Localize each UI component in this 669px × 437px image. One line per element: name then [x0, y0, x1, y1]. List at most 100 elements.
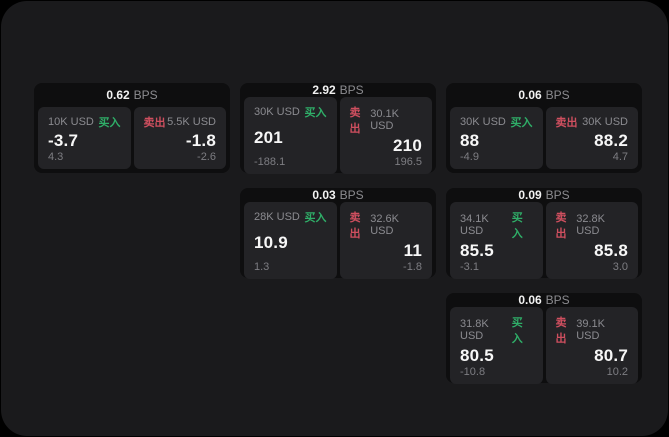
sell-price: -1.8	[185, 130, 216, 150]
buy-delta: -188.1	[254, 156, 286, 168]
buy-delta: 4.3	[48, 151, 64, 163]
spread-card: 2.92 BPS 30K USD 买入 201 -188.1 卖出 30.1K …	[240, 83, 436, 174]
card-header: 2.92 BPS	[240, 83, 436, 97]
card-header: 0.06 BPS	[446, 293, 642, 307]
buy-pane-header: 30K USD 买入	[460, 114, 533, 130]
buy-delta: 1.3	[254, 261, 270, 273]
buy-side-tag: 买入	[511, 212, 523, 240]
buy-price: 80.5	[460, 346, 494, 365]
buy-price: 10.9	[254, 233, 288, 252]
card-body: 30K USD 买入 88 -4.9 卖出 30K USD 88.2 4.7	[446, 107, 642, 173]
buy-delta: -3.1	[460, 261, 479, 273]
sell-pane[interactable]: 卖出 5.5K USD -1.8 -2.6	[133, 107, 226, 169]
sell-delta: 4.7	[612, 151, 628, 163]
sell-pane-header: 卖出 30K USD	[556, 114, 629, 130]
sell-size-label: 30K USD	[582, 116, 628, 128]
sell-size-label: 5.5K USD	[167, 116, 216, 128]
buy-pane-header: 34.1K USD 买入	[460, 209, 533, 241]
bps-value: 0.09	[518, 188, 542, 202]
buy-delta: -10.8	[460, 366, 486, 378]
buy-price: 85.5	[460, 241, 494, 260]
bps-value: 0.62	[106, 88, 130, 102]
sell-delta: -1.8	[403, 261, 422, 273]
sell-pane[interactable]: 卖出 39.1K USD 80.7 10.2	[545, 307, 638, 384]
buy-size-label: 34.1K USD	[460, 213, 489, 237]
buy-pane[interactable]: 34.1K USD 买入 85.5 -3.1	[450, 202, 543, 279]
sell-side-tag: 卖出	[555, 317, 567, 345]
sell-delta: 3.0	[612, 261, 628, 273]
buy-pane-header: 31.8K USD 买入	[460, 314, 533, 346]
buy-price: 201	[254, 128, 283, 147]
sell-pane-header: 卖出 5.5K USD	[144, 114, 217, 130]
sell-pane[interactable]: 卖出 32.6K USD 11 -1.8	[339, 202, 432, 279]
buy-size-label: 30K USD	[460, 116, 506, 128]
buy-size-label: 31.8K USD	[460, 318, 489, 342]
buy-side-tag: 买入	[510, 117, 533, 129]
buy-side-tag: 买入	[304, 212, 327, 224]
buy-pane[interactable]: 30K USD 买入 201 -188.1	[244, 97, 337, 174]
card-body: 28K USD 买入 10.9 1.3 卖出 32.6K USD 11 -1.8	[240, 202, 436, 283]
sell-pane[interactable]: 卖出 30.1K USD 210 196.5	[339, 97, 432, 174]
bps-unit-label: BPS	[339, 188, 364, 202]
buy-size-label: 30K USD	[254, 106, 300, 118]
sell-side-tag: 卖出	[349, 212, 361, 240]
bps-unit-label: BPS	[545, 188, 570, 202]
sell-pane-header: 卖出 32.8K USD	[556, 209, 629, 241]
sell-size-label: 32.8K USD	[576, 213, 605, 237]
sell-side-tag: 卖出	[555, 212, 567, 240]
sell-side-tag: 卖出	[349, 107, 361, 135]
buy-pane-header: 10K USD 买入	[48, 114, 121, 130]
card-body: 30K USD 买入 201 -188.1 卖出 30.1K USD 210 1…	[240, 97, 436, 178]
sell-pane-header: 卖出 30.1K USD	[350, 104, 423, 136]
bps-unit-label: BPS	[339, 83, 364, 97]
buy-pane[interactable]: 28K USD 买入 10.9 1.3	[244, 202, 337, 279]
bps-value: 0.06	[518, 293, 542, 307]
card-body: 34.1K USD 买入 85.5 -3.1 卖出 32.8K USD 85.8…	[446, 202, 642, 283]
buy-pane[interactable]: 10K USD 买入 -3.7 4.3	[38, 107, 131, 169]
spread-card: 0.62 BPS 10K USD 买入 -3.7 4.3 卖出 5.5K USD…	[34, 83, 230, 173]
sell-size-label: 39.1K USD	[576, 318, 605, 342]
buy-side-tag: 买入	[511, 317, 523, 345]
bps-value: 2.92	[312, 83, 336, 97]
card-header: 0.06 BPS	[446, 83, 642, 107]
spread-card: 0.06 BPS 31.8K USD 买入 80.5 -10.8 卖出 39.1…	[446, 293, 642, 384]
spread-card: 0.03 BPS 28K USD 买入 10.9 1.3 卖出 32.6K US…	[240, 188, 436, 279]
spread-card: 0.06 BPS 30K USD 买入 88 -4.9 卖出 30K USD 8…	[446, 83, 642, 173]
sell-delta: -2.6	[197, 151, 216, 163]
sell-delta: 10.2	[606, 366, 628, 378]
sell-size-label: 32.6K USD	[370, 213, 399, 237]
bps-value: 0.06	[518, 88, 542, 102]
bps-unit-label: BPS	[133, 88, 158, 102]
bps-unit-label: BPS	[545, 88, 570, 102]
sell-delta: 196.5	[394, 156, 422, 168]
bps-unit-label: BPS	[545, 293, 570, 307]
buy-size-label: 10K USD	[48, 116, 94, 128]
sell-pane[interactable]: 卖出 30K USD 88.2 4.7	[545, 107, 638, 169]
sell-price: 80.7	[594, 346, 628, 365]
card-body: 31.8K USD 买入 80.5 -10.8 卖出 39.1K USD 80.…	[446, 307, 642, 388]
sell-pane-header: 卖出 32.6K USD	[350, 209, 423, 241]
sell-side-tag: 卖出	[555, 117, 578, 129]
buy-pane-header: 30K USD 买入	[254, 104, 327, 120]
sell-price: 85.8	[594, 241, 628, 260]
card-header: 0.62 BPS	[34, 83, 230, 107]
bps-value: 0.03	[312, 188, 336, 202]
sell-size-label: 30.1K USD	[370, 108, 399, 132]
buy-delta: -4.9	[460, 151, 479, 163]
buy-side-tag: 买入	[304, 107, 327, 119]
sell-price: 88.2	[594, 130, 628, 150]
sell-price: 210	[393, 136, 422, 155]
sell-pane-header: 卖出 39.1K USD	[556, 314, 629, 346]
buy-side-tag: 买入	[98, 117, 121, 129]
buy-pane[interactable]: 31.8K USD 买入 80.5 -10.8	[450, 307, 543, 384]
card-header: 0.09 BPS	[446, 188, 642, 202]
spread-grid: 0.62 BPS 10K USD 买入 -3.7 4.3 卖出 5.5K USD…	[34, 83, 642, 384]
sell-pane[interactable]: 卖出 32.8K USD 85.8 3.0	[545, 202, 638, 279]
buy-pane[interactable]: 30K USD 买入 88 -4.9	[450, 107, 543, 169]
buy-pane-header: 28K USD 买入	[254, 209, 327, 225]
card-header: 0.03 BPS	[240, 188, 436, 202]
buy-size-label: 28K USD	[254, 211, 300, 223]
spread-card: 0.09 BPS 34.1K USD 买入 85.5 -3.1 卖出 32.8K…	[446, 188, 642, 279]
buy-price: -3.7	[48, 130, 79, 150]
